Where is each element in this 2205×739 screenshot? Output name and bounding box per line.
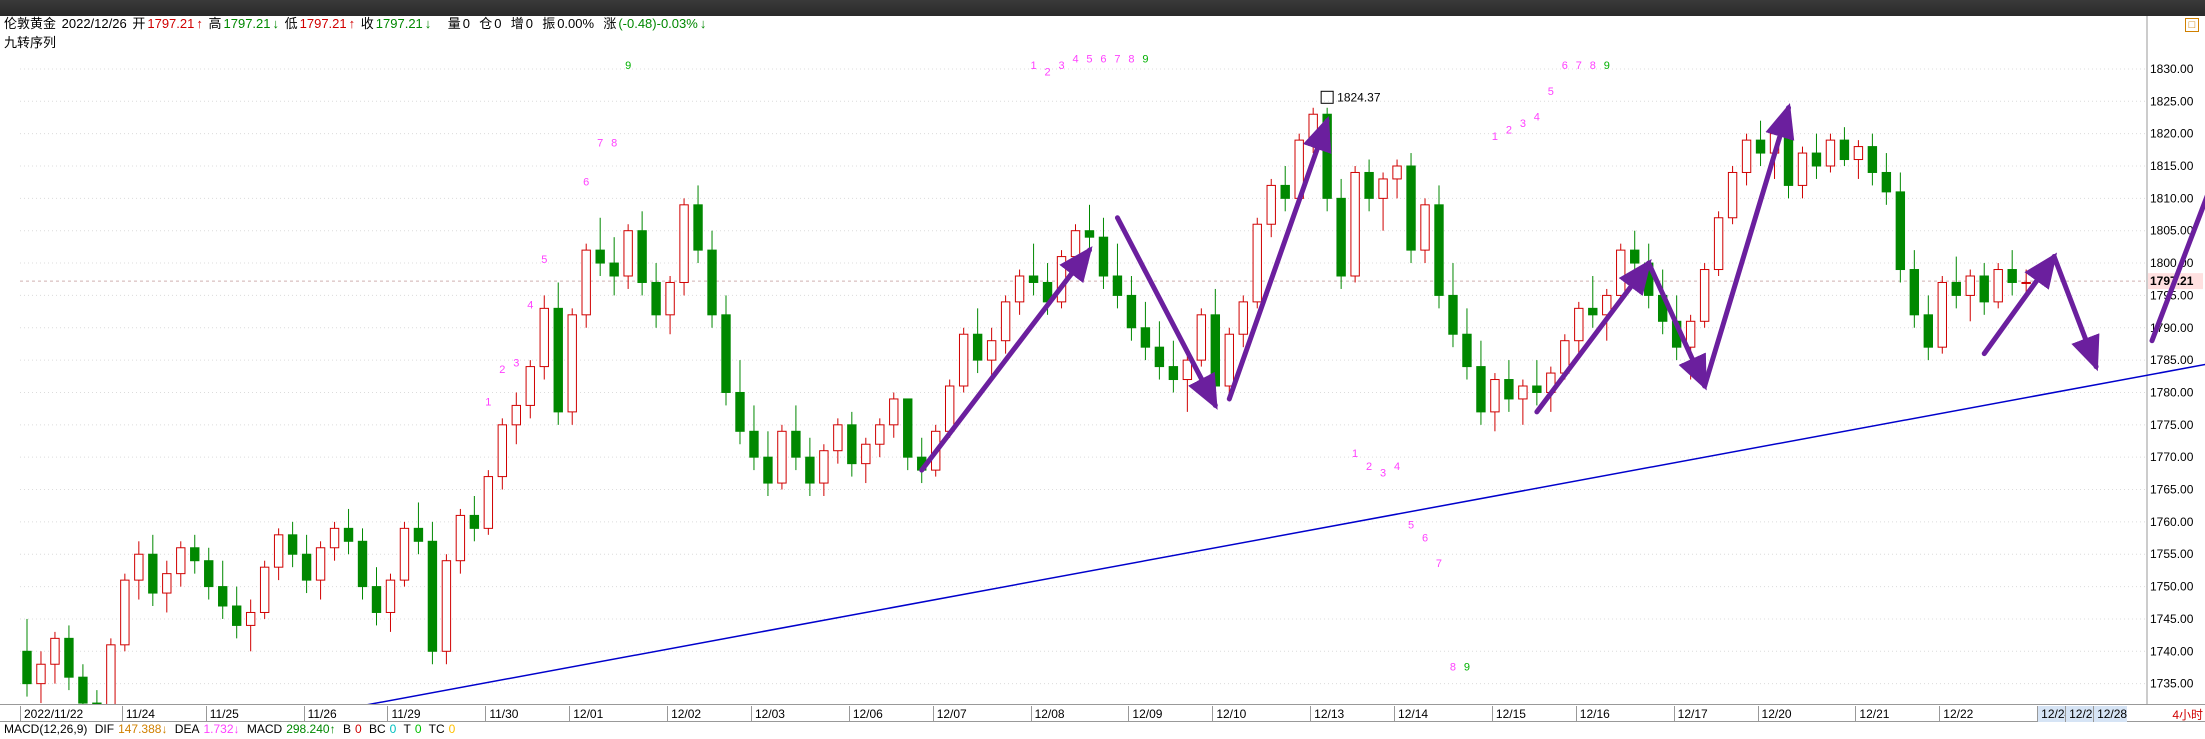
svg-text:8: 8 xyxy=(611,138,617,150)
svg-text:5: 5 xyxy=(1408,519,1414,531)
svg-text:9: 9 xyxy=(1464,662,1470,674)
svg-text:6: 6 xyxy=(1562,60,1568,72)
svg-text:9: 9 xyxy=(1142,53,1148,65)
svg-text:1: 1 xyxy=(1492,131,1498,143)
x-tick: 12/13 xyxy=(1310,706,1344,722)
svg-text:1755.00: 1755.00 xyxy=(2150,547,2194,561)
x-tick: 12/14 xyxy=(1394,706,1428,722)
dea-value: 1.732↓ xyxy=(203,722,239,736)
svg-text:1800.00: 1800.00 xyxy=(2150,256,2194,270)
timeframe-tag: 4小时 xyxy=(2172,706,2203,723)
x-tick: 12/01 xyxy=(569,706,603,722)
svg-text:9: 9 xyxy=(625,60,631,72)
svg-text:4: 4 xyxy=(1072,53,1078,65)
x-axis-row: 2022/11/22 11/24 11/25 11/26 11/29 11/30 12/01… xyxy=(0,704,2205,722)
x-tick: 11/29 xyxy=(387,706,420,722)
x-tick: 12/16 xyxy=(1576,706,1610,722)
svg-text:1765.00: 1765.00 xyxy=(2150,483,2194,497)
svg-text:1815.00: 1815.00 xyxy=(2150,159,2194,173)
x-tick: 12/10 xyxy=(1212,706,1246,722)
svg-text:4: 4 xyxy=(1394,461,1400,473)
macd-title: MACD(12,26,9) xyxy=(4,722,87,736)
svg-text:1775.00: 1775.00 xyxy=(2150,418,2194,432)
x-tick: 12/21 xyxy=(1855,706,1889,722)
x-tick: 12/22 xyxy=(1939,706,1973,722)
svg-text:1770.00: 1770.00 xyxy=(2150,450,2194,464)
x-tick: 12/06 xyxy=(849,706,883,722)
x-tick: 11/24 xyxy=(122,706,155,722)
x-tick: 12/02 xyxy=(667,706,701,722)
svg-text:8: 8 xyxy=(1590,60,1596,72)
svg-text:1745.00: 1745.00 xyxy=(2150,612,2194,626)
x-tick: 12/08 xyxy=(1031,706,1065,722)
svg-text:2: 2 xyxy=(1506,125,1512,137)
tc-value: 0 xyxy=(449,722,456,736)
b-label: B xyxy=(343,722,351,736)
bc-value: 0 xyxy=(390,722,397,736)
x-tick: 11/25 xyxy=(206,706,239,722)
svg-text:2: 2 xyxy=(1366,461,1372,473)
dea-label: DEA xyxy=(175,722,200,736)
candlestick-chart[interactable]: 1735.00 1740.00 1745.00 1750.00 1755.00 1760.… xyxy=(0,16,2205,720)
x-tick: 12/28 xyxy=(2093,706,2127,722)
svg-text:8: 8 xyxy=(1450,662,1456,674)
b-value: 0 xyxy=(355,722,362,736)
macd-row: MACD(12,26,9) DIF 147.388↓ DEA1.732↓ MACD… xyxy=(0,722,2205,737)
svg-text:1820.00: 1820.00 xyxy=(2150,127,2194,141)
svg-text:1740.00: 1740.00 xyxy=(2150,644,2194,658)
svg-text:5: 5 xyxy=(1548,86,1554,98)
svg-text:7: 7 xyxy=(1114,53,1120,65)
svg-text:6: 6 xyxy=(1422,532,1428,544)
svg-text:1825.00: 1825.00 xyxy=(2150,94,2194,108)
svg-text:1750.00: 1750.00 xyxy=(2150,580,2194,594)
svg-text:7: 7 xyxy=(597,138,603,150)
svg-text:4: 4 xyxy=(1534,112,1540,124)
svg-text:9: 9 xyxy=(1604,60,1610,72)
svg-text:1785.00: 1785.00 xyxy=(2150,353,2194,367)
x-tick: 2022/11/22 xyxy=(20,706,83,722)
svg-text:3: 3 xyxy=(1058,60,1064,72)
svg-text:5: 5 xyxy=(1086,53,1092,65)
svg-text:6: 6 xyxy=(1100,53,1106,65)
svg-text:1760.00: 1760.00 xyxy=(2150,515,2194,529)
bc-label: BC xyxy=(369,722,386,736)
tc-label: TC xyxy=(429,722,445,736)
x-tick: 12/07 xyxy=(933,706,967,722)
svg-text:8: 8 xyxy=(1128,53,1134,65)
dif-label: DIF xyxy=(95,722,114,736)
x-tick: 12/03 xyxy=(751,706,785,722)
svg-text:1: 1 xyxy=(485,396,491,408)
t-label: T xyxy=(403,722,410,736)
svg-text:1805.00: 1805.00 xyxy=(2150,224,2194,238)
svg-text:1780.00: 1780.00 xyxy=(2150,385,2194,399)
svg-text:7: 7 xyxy=(1436,558,1442,570)
x-tick: 12/09 xyxy=(1128,706,1162,722)
svg-text:2: 2 xyxy=(499,364,505,376)
macd-label: MACD xyxy=(247,722,282,736)
svg-text:3: 3 xyxy=(1520,118,1526,130)
window-titlebar xyxy=(0,0,2205,16)
x-tick: 12/20 xyxy=(1758,706,1792,722)
svg-text:3: 3 xyxy=(513,358,519,370)
svg-text:1: 1 xyxy=(1352,448,1358,460)
macd-value: 298.240↑ xyxy=(286,722,335,736)
t-value: 0 xyxy=(415,722,422,736)
x-tick: 11/26 xyxy=(304,706,337,722)
svg-text:2: 2 xyxy=(1044,66,1050,78)
svg-text:1824.37: 1824.37 xyxy=(1337,90,1381,104)
svg-text:1735.00: 1735.00 xyxy=(2150,677,2194,691)
dif-value: 147.388↓ xyxy=(118,722,167,736)
svg-text:1810.00: 1810.00 xyxy=(2150,191,2194,205)
svg-text:6: 6 xyxy=(583,176,589,188)
svg-text:3: 3 xyxy=(1380,468,1386,480)
svg-text:4: 4 xyxy=(527,299,533,311)
x-tick: 12/17 xyxy=(1674,706,1708,722)
x-tick: 11/30 xyxy=(485,706,518,722)
svg-text:1830.00: 1830.00 xyxy=(2150,62,2194,76)
svg-text:1: 1 xyxy=(1031,60,1037,72)
svg-text:5: 5 xyxy=(541,254,547,266)
svg-text:7: 7 xyxy=(1576,60,1582,72)
x-tick: 12/15 xyxy=(1492,706,1526,722)
